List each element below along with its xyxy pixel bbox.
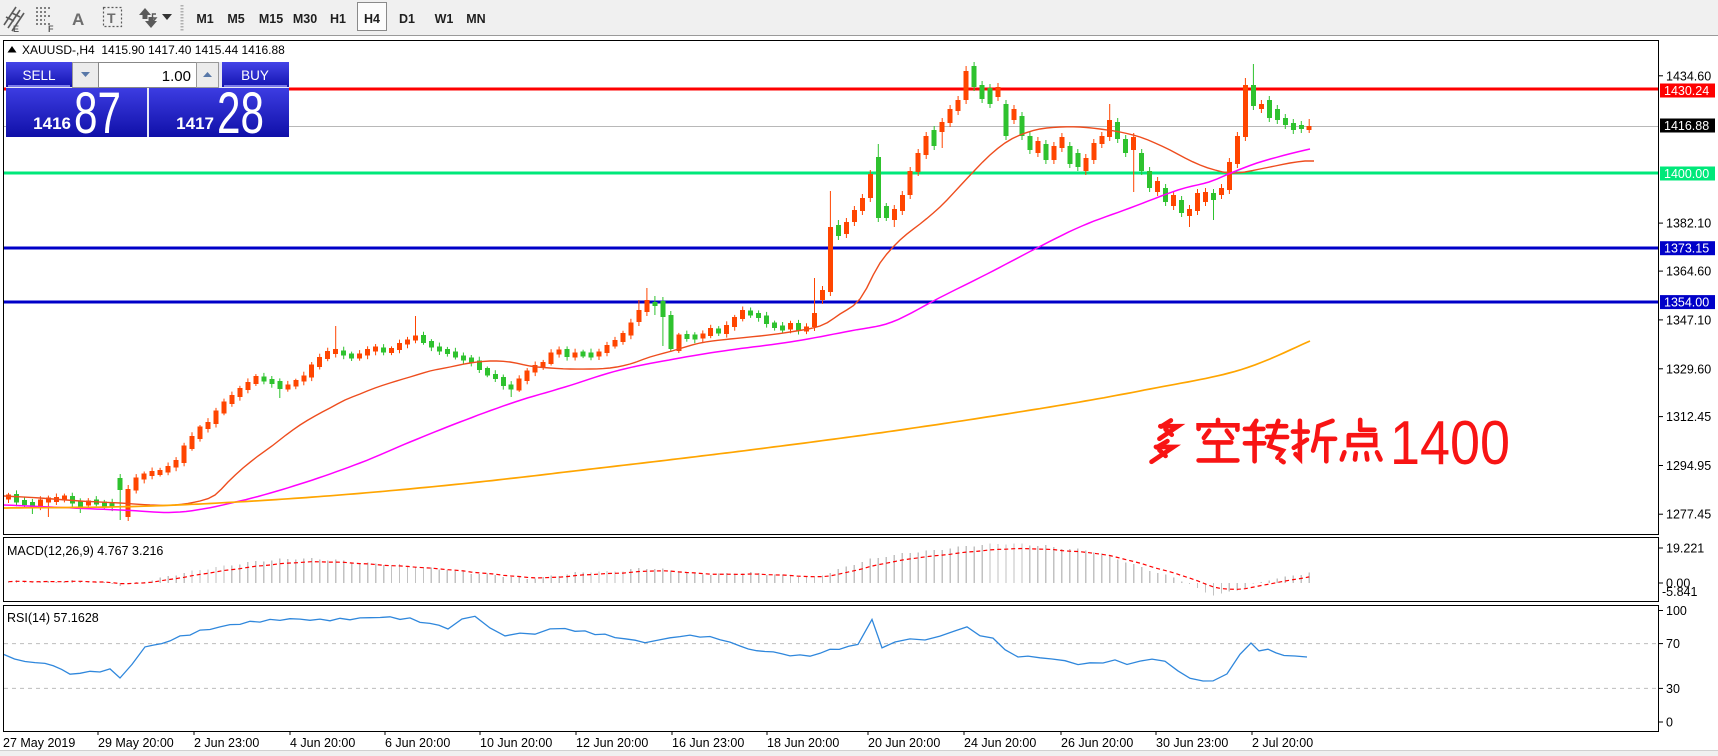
svg-text:20 Jun 20:00: 20 Jun 20:00	[868, 736, 940, 750]
svg-text:0.00: 0.00	[1666, 577, 1690, 591]
svg-text:24 Jun 20:00: 24 Jun 20:00	[964, 736, 1036, 750]
svg-text:M30: M30	[293, 12, 317, 26]
svg-text:1416: 1416	[33, 114, 71, 133]
svg-text:19.221: 19.221	[1666, 542, 1704, 556]
svg-text:MACD(12,26,9) 4.767 3.216: MACD(12,26,9) 4.767 3.216	[7, 544, 163, 558]
svg-text:1312.45: 1312.45	[1666, 410, 1711, 424]
svg-text:-5.841: -5.841	[1662, 585, 1697, 599]
svg-text:1416.88: 1416.88	[1664, 119, 1709, 133]
svg-text:2 Jul 20:00: 2 Jul 20:00	[1252, 736, 1313, 750]
svg-text:1.00: 1.00	[162, 68, 191, 85]
svg-text:E: E	[13, 24, 19, 34]
svg-text:26 Jun 20:00: 26 Jun 20:00	[1061, 736, 1133, 750]
svg-text:M15: M15	[259, 12, 283, 26]
svg-text:A: A	[72, 10, 84, 29]
svg-text:1373.15: 1373.15	[1664, 242, 1709, 256]
svg-text:29 May 20:00: 29 May 20:00	[98, 736, 174, 750]
svg-text:30: 30	[1666, 682, 1680, 696]
svg-text:12 Jun 20:00: 12 Jun 20:00	[576, 736, 648, 750]
svg-text:87: 87	[74, 81, 121, 146]
svg-text:D1: D1	[399, 12, 415, 26]
svg-text:10 Jun 20:00: 10 Jun 20:00	[480, 736, 552, 750]
svg-text:H1: H1	[330, 12, 346, 26]
svg-text:4 Jun 20:00: 4 Jun 20:00	[290, 736, 355, 750]
svg-text:70: 70	[1666, 637, 1680, 651]
svg-text:RSI(14) 57.1628: RSI(14) 57.1628	[7, 611, 99, 625]
svg-text:1400.00: 1400.00	[1664, 167, 1709, 181]
svg-text:1354.00: 1354.00	[1664, 296, 1709, 310]
svg-text:1417: 1417	[176, 114, 214, 133]
svg-text:100: 100	[1666, 604, 1687, 618]
svg-text:1277.45: 1277.45	[1666, 508, 1711, 522]
svg-text:M5: M5	[227, 12, 244, 26]
svg-text:MN: MN	[466, 12, 485, 26]
svg-text:1382.10: 1382.10	[1666, 217, 1711, 231]
svg-text:T: T	[107, 10, 116, 26]
svg-text:27 May 2019: 27 May 2019	[3, 736, 75, 750]
svg-text:W1: W1	[435, 12, 454, 26]
svg-text:H4: H4	[364, 12, 380, 26]
svg-text:XAUUSD-,H4 1415.90 1417.40 14: XAUUSD-,H4 1415.90 1417.40 1415.44 1416.…	[22, 43, 285, 57]
svg-text:2 Jun 23:00: 2 Jun 23:00	[194, 736, 259, 750]
svg-text:28: 28	[217, 81, 264, 146]
svg-text:1400: 1400	[1390, 409, 1510, 478]
svg-text:30 Jun 23:00: 30 Jun 23:00	[1156, 736, 1228, 750]
svg-text:1294.95: 1294.95	[1666, 459, 1711, 473]
svg-text:SELL: SELL	[22, 68, 56, 83]
svg-text:F: F	[48, 24, 54, 34]
svg-text:1329.60: 1329.60	[1666, 362, 1711, 376]
svg-text:0: 0	[1666, 716, 1673, 730]
svg-text:1364.60: 1364.60	[1666, 265, 1711, 279]
svg-text:16 Jun 23:00: 16 Jun 23:00	[672, 736, 744, 750]
svg-text:1347.10: 1347.10	[1666, 313, 1711, 327]
svg-text:1434.60: 1434.60	[1666, 69, 1711, 83]
svg-text:1430.24: 1430.24	[1664, 84, 1709, 98]
svg-text:BUY: BUY	[241, 68, 269, 83]
svg-text:18 Jun 20:00: 18 Jun 20:00	[767, 736, 839, 750]
svg-text:M1: M1	[196, 12, 213, 26]
svg-text:6 Jun 20:00: 6 Jun 20:00	[385, 736, 450, 750]
